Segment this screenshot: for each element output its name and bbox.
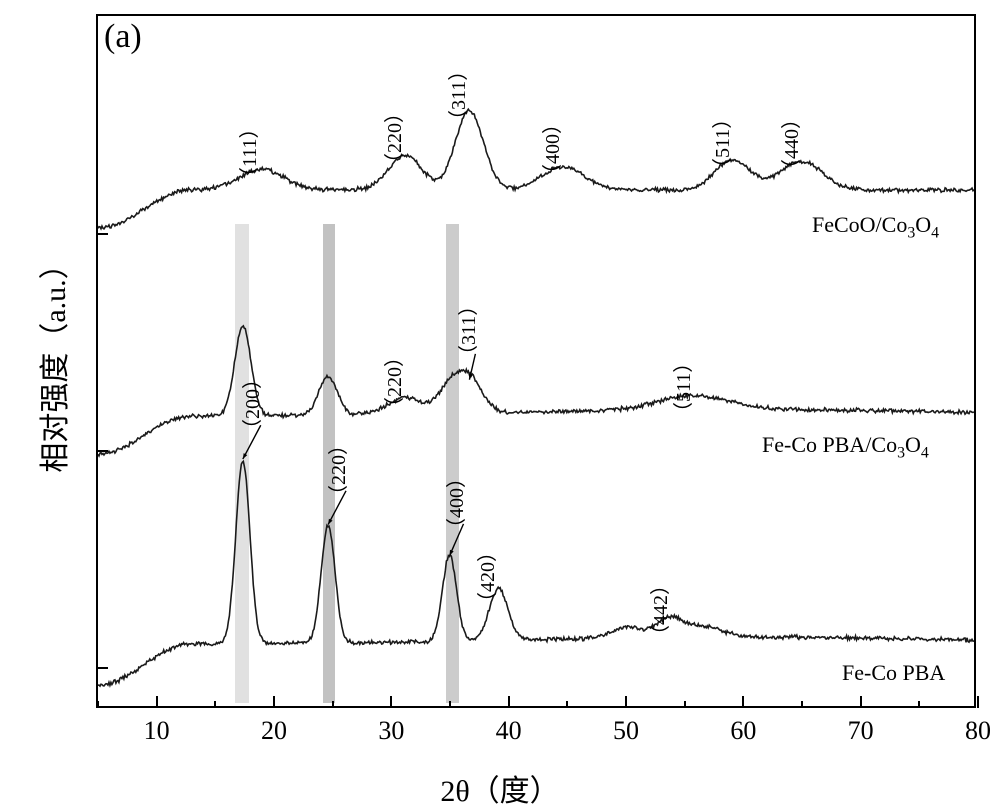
panel-label: (a) (104, 18, 142, 56)
x-tick-label: 20 (261, 706, 287, 746)
peak-arrowhead (328, 519, 332, 525)
series-name: Fe-Co PBA (842, 660, 945, 686)
x-tick-label: 30 (378, 706, 404, 746)
series-name: Fe-Co PBA/Co3O4 (762, 432, 929, 462)
curves-layer (98, 16, 974, 706)
peak-arrowhead (243, 453, 247, 459)
peak-arrowhead (450, 550, 454, 556)
series-name: FeCoO/Co3O4 (812, 212, 939, 242)
peak-arrow (243, 425, 261, 459)
x-tick-label: 70 (848, 706, 874, 746)
x-tick-label: 40 (496, 706, 522, 746)
x-tick-label: 50 (613, 706, 639, 746)
y-axis-title: 相对强度（a.u.） (30, 249, 74, 472)
xrd-pattern (98, 109, 974, 229)
x-tick-label: 80 (965, 706, 991, 746)
xrd-pattern (98, 461, 974, 686)
peak-arrow (328, 491, 346, 525)
x-tick-label: 10 (144, 706, 170, 746)
x-tick-label: 60 (730, 706, 756, 746)
x-axis-title: 2θ（度） (440, 766, 559, 810)
xrd-plot: 1020304050607080FeCoO/Co3O4（111）（220）（31… (96, 14, 976, 708)
